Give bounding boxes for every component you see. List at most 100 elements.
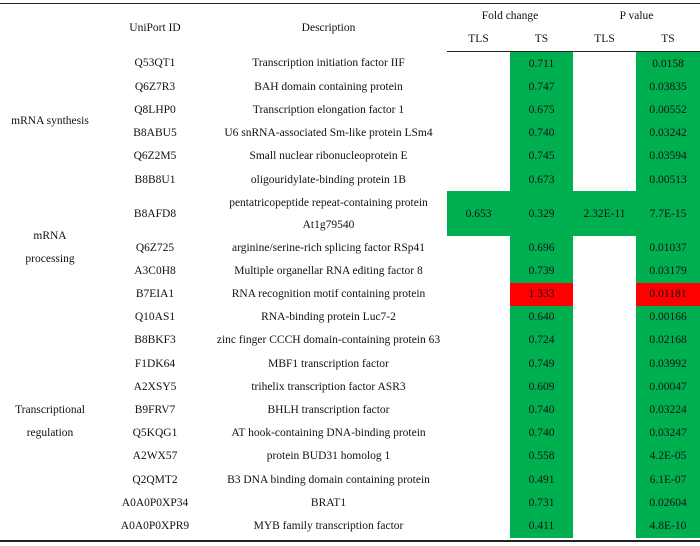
description-cell: AT hook-containing DNA-binding protein [231,427,426,440]
table-row: A2XSY5 trihelix transcription factor ASR3… [0,375,700,399]
category-cell: mRNA processing [25,230,75,266]
fold-change-ts-cell: 0.329 [510,191,573,237]
fold-change-tls-cell [447,398,510,421]
fold-change-tls-cell [447,75,510,98]
description-cell: zinc finger CCCH domain-containing prote… [216,334,441,347]
table-row: B9FRV7 BHLH transcription factor 0.740 0.03… [0,398,700,422]
p-value-ts-cell: 6.1E-07 [636,468,700,492]
description-cell: RNA recognition motif containing protein [231,288,426,301]
uniprot-id-cell: B8B8U1 [134,173,176,186]
header-category [0,4,100,52]
fold-change-tls-cell [447,468,510,491]
description-cell: MBF1 transcription factor [268,357,389,370]
description-cell: trihelix transcription factor ASR3 [251,380,406,393]
p-value-ts-cell: 0.0158 [636,51,700,76]
table-row: A0A0P0XPR9 MYB family transcription facto… [0,514,700,538]
p-value-tls-cell [573,491,636,514]
fold-change-ts-cell: 0.411 [510,514,573,538]
fold-change-ts-cell: 0.747 [510,75,573,99]
description-cell: Small nuclear ribonucleoprotein E [249,150,408,163]
fold-change-ts-cell: 0.739 [510,259,573,283]
p-value-tls-cell [573,468,636,491]
uniprot-id-cell: A0A0P0XPR9 [120,519,190,532]
fold-change-tls-cell [447,306,510,329]
fold-change-tls-cell [447,52,510,76]
description-cell: pentatricopeptide repeat-containing prot… [229,196,428,231]
description-cell: oligouridylate-binding protein 1B [250,173,407,186]
p-value-ts-cell: 0.03992 [636,352,700,376]
p-value-tls-cell [573,52,636,76]
p-value-ts-cell: 0.03835 [636,75,700,99]
fold-change-tls-cell [447,352,510,375]
uniprot-id-cell: B8BKF3 [134,334,176,347]
fold-change-ts-cell: 0.740 [510,398,573,422]
fold-change-ts-cell: 0.640 [510,305,573,329]
header-p-value: P value [619,9,654,22]
uniprot-id-cell: A0A0P0XP34 [121,496,189,509]
uniprot-id-cell: Q10AS1 [134,311,176,324]
table-top-rule [0,3,700,4]
table-row: Q6Z2M5 Small nuclear ribonucleoprotein E 0… [0,144,700,168]
uniprot-id-cell: A2XSY5 [133,380,177,393]
uniprot-id-cell: Q6Z2M5 [133,150,177,163]
data-table: UniPort ID Description Fold change P val… [0,4,700,538]
p-value-tls-cell [573,375,636,398]
fold-change-tls-cell [447,514,510,537]
table-row: B8BKF3 zinc finger CCCH domain-containing… [0,328,700,353]
p-value-ts-cell: 0.02604 [636,491,700,515]
description-cell: MYB family transcription factor [253,519,404,532]
header-fold-change: Fold change [481,9,539,22]
header-p-ts: TS [636,27,700,52]
fold-change-ts-cell: 0.696 [510,236,573,260]
header-uniprot-id: UniPort ID [129,21,181,34]
table-row: B8ABU5 U6 snRNA-associated Sm-like protei… [0,121,700,145]
fold-change-tls-cell [447,445,510,468]
table-row: Q5KQG1 AT hook-containing DNA-binding pro… [0,421,700,445]
uniprot-id-cell: Q53QT1 [134,57,176,70]
header-description: Description [301,21,356,34]
fold-change-tls-cell [447,259,510,282]
description-cell: Multiple organellar RNA editing factor 8 [234,264,423,277]
table-row: Q8LHP0 Transcription elongation factor 1 0… [0,98,700,122]
uniprot-id-cell: Q6Z725 [135,241,175,254]
description-cell: Transcription initiation factor IIF [252,57,405,70]
table-row: B7EIA1 RNA recognition motif containing p… [0,282,700,306]
p-value-ts-cell: 0.00166 [636,305,700,329]
description-cell: BRAT1 [310,496,347,509]
uniprot-id-cell: A3C0H8 [134,264,176,277]
uniprot-id-cell: B7EIA1 [135,288,175,301]
fold-change-tls-cell [447,422,510,445]
fold-change-tls-cell [447,236,510,259]
fold-change-ts-cell: 0.673 [510,167,573,192]
uniprot-id-cell: F1DK64 [134,357,176,370]
p-value-tls-cell [573,514,636,537]
p-value-tls-cell [573,352,636,375]
header-p-tls: TLS [573,27,636,52]
table-row: mRNA processing B8AFD8 pentatricopeptide r… [0,191,700,265]
fold-change-tls-cell [447,375,510,398]
p-value-ts-cell: 4.2E-05 [636,444,700,468]
table-row: Q2QMT2 B3 DNA binding domain containing p… [0,468,700,492]
p-value-ts-cell: 0.03594 [636,144,700,168]
p-value-tls-cell [573,168,636,191]
fold-change-ts-cell: 1.333 [510,282,573,306]
fold-change-tls-cell [447,491,510,514]
fold-change-ts-cell: 0.745 [510,144,573,168]
p-value-ts-cell: 0.01181 [636,282,700,306]
fold-change-tls-cell [447,283,510,306]
uniprot-id-cell: B8ABU5 [133,127,177,140]
table-row: Transcriptional regulation Q10AS1 RNA-bind… [0,305,700,439]
description-cell: B3 DNA binding domain containing protein [227,473,430,486]
fold-change-tls-cell [447,98,510,121]
table-row: mRNA synthesis Q53QT1 Transcription initia… [0,51,700,127]
p-value-ts-cell: 0.03224 [636,398,700,422]
uniprot-id-cell: Q5KQG1 [132,427,178,440]
uniprot-id-cell: Q6Z7R3 [134,80,176,93]
p-value-tls-cell [573,98,636,121]
fold-change-tls-cell [447,122,510,145]
header-fc-tls: TLS [447,27,510,52]
fold-change-ts-cell: 0.731 [510,491,573,515]
p-value-tls-cell [573,445,636,468]
table-row: A3C0H8 Multiple organellar RNA editing fa… [0,259,700,283]
description-cell: Transcription elongation factor 1 [252,103,405,116]
